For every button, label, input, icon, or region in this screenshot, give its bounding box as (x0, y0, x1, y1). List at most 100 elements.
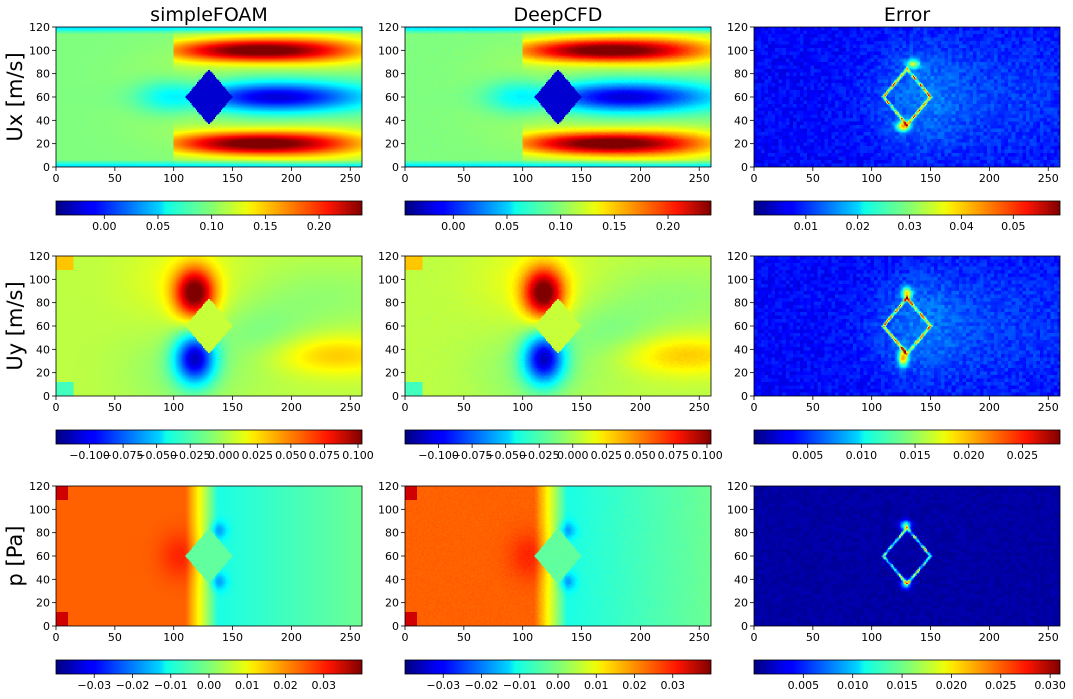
x-tick-label: 250 (1038, 401, 1059, 414)
x-tick-label: 100 (861, 401, 882, 414)
x-tick-label: 100 (512, 631, 533, 644)
colorbar-tick-label: 0.000 (208, 449, 240, 462)
y-tick-label: 20 (36, 597, 50, 610)
colorbar (753, 200, 1061, 216)
y-tick-label: 20 (734, 597, 748, 610)
y-tick-label: 120 (727, 250, 748, 263)
colorbar (404, 659, 712, 675)
colorbar-tick-label: 0.050 (624, 449, 656, 462)
y-tick-label: 100 (29, 273, 50, 286)
y-tick-label: 120 (378, 480, 399, 493)
colorbar (55, 659, 363, 675)
x-tick-label: 50 (457, 401, 471, 414)
colorbar-tick-label: −0.100 (69, 449, 110, 462)
y-tick-label: 20 (385, 138, 399, 151)
y-tick-label: 40 (734, 573, 748, 586)
y-tick-label: 60 (385, 91, 399, 104)
y-tick-label: 20 (36, 367, 50, 380)
heatmap-image (754, 27, 1060, 167)
y-tick-label: 40 (36, 114, 50, 127)
heatmap-image (405, 256, 711, 396)
y-tick-label: 0 (741, 620, 748, 633)
heatmap-image (754, 486, 1060, 626)
y-tick-label: 120 (378, 250, 399, 263)
x-tick-label: 50 (108, 401, 122, 414)
colorbar-tick-label: 0.025 (591, 449, 623, 462)
colorbar-tick-label: −0.02 (116, 679, 150, 692)
y-tick-label: 60 (734, 550, 748, 563)
y-tick-label: 40 (734, 343, 748, 356)
heatmap-image (405, 27, 711, 167)
colorbar-tick-label: 0.030 (1034, 679, 1066, 692)
colorbar-tick-label: −0.050 (136, 449, 177, 462)
x-tick-label: 250 (340, 401, 361, 414)
colorbar-tick-label: 0.00 (441, 220, 466, 233)
x-tick-label: 200 (630, 172, 651, 185)
y-tick-label: 100 (378, 44, 399, 57)
colorbar-tick-label: 0.005 (792, 449, 824, 462)
x-tick-label: 50 (457, 172, 471, 185)
x-tick-label: 100 (512, 172, 533, 185)
x-tick-label: 0 (402, 401, 409, 414)
x-tick-label: 100 (512, 401, 533, 414)
colorbar-tick-label: −0.100 (418, 449, 459, 462)
x-tick-label: 150 (920, 401, 941, 414)
x-tick-label: 100 (163, 631, 184, 644)
y-tick-label: 100 (378, 273, 399, 286)
x-tick-label: 0 (751, 401, 758, 414)
y-tick-label: 20 (385, 367, 399, 380)
y-tick-label: 0 (43, 161, 50, 174)
y-tick-label: 100 (29, 503, 50, 516)
heatmap-image (754, 256, 1060, 396)
colorbar-tick-label: 0.010 (837, 679, 869, 692)
x-tick-label: 0 (751, 172, 758, 185)
colorbar-tick-label: 0.15 (253, 220, 278, 233)
colorbar (404, 429, 712, 445)
y-tick-label: 0 (741, 390, 748, 403)
colorbar-tick-label: 0.020 (953, 449, 985, 462)
y-tick-label: 80 (36, 297, 50, 310)
y-tick-label: 120 (29, 480, 50, 493)
x-tick-label: 200 (630, 631, 651, 644)
colorbar-tick-label: 0.00 (197, 679, 222, 692)
x-tick-label: 0 (402, 172, 409, 185)
colorbar-tick-label: 0.015 (886, 679, 918, 692)
colorbar-tick-label: 0.075 (658, 449, 690, 462)
x-tick-label: 50 (806, 401, 820, 414)
colorbar-tick-label: 0.05 (1001, 220, 1026, 233)
row-label: Ux [m/s] (3, 52, 27, 141)
y-tick-label: 120 (378, 21, 399, 34)
colorbar-tick-label: 0.20 (307, 220, 332, 233)
x-tick-label: 0 (53, 401, 60, 414)
y-tick-label: 80 (385, 527, 399, 540)
heatmap-image (405, 486, 711, 626)
y-tick-label: 60 (385, 320, 399, 333)
column-title: DeepCFD (514, 4, 603, 26)
colorbar-tick-label: 0.10 (548, 220, 573, 233)
x-tick-label: 50 (108, 631, 122, 644)
colorbar (55, 429, 363, 445)
colorbar (55, 200, 363, 216)
colorbar-tick-label: 0.05 (495, 220, 520, 233)
y-tick-label: 100 (29, 44, 50, 57)
colorbar-tick-label: 0.01 (794, 220, 819, 233)
y-tick-label: 0 (392, 161, 399, 174)
colorbar-tick-label: 0.050 (275, 449, 307, 462)
colorbar-tick-label: −0.01 (503, 679, 537, 692)
column-title: Error (884, 4, 931, 26)
colorbar-tick-label: 0.20 (656, 220, 681, 233)
x-tick-label: 250 (340, 172, 361, 185)
x-tick-label: 150 (920, 631, 941, 644)
y-tick-label: 20 (734, 138, 748, 151)
colorbar-tick-label: −0.02 (465, 679, 499, 692)
y-tick-label: 40 (385, 114, 399, 127)
colorbar (404, 200, 712, 216)
x-tick-label: 200 (979, 172, 1000, 185)
x-tick-label: 150 (571, 172, 592, 185)
colorbar-tick-label: 0.02 (845, 220, 870, 233)
y-tick-label: 100 (378, 503, 399, 516)
x-tick-label: 200 (979, 401, 1000, 414)
colorbar-tick-label: 0.025 (985, 679, 1017, 692)
x-tick-label: 0 (751, 631, 758, 644)
